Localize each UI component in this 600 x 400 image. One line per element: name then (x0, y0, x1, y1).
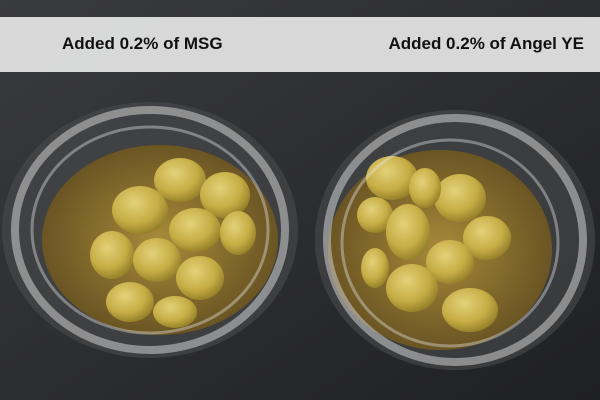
caption-msg: Added 0.2% of MSG (62, 34, 223, 53)
right-jar (315, 110, 595, 370)
caption-banner: Added 0.2% of MSG Added 0.2% of Angel YE (0, 17, 600, 72)
left-jar (2, 102, 298, 358)
olives-left (90, 158, 256, 328)
olives-right (357, 156, 511, 332)
caption-angel-ye: Added 0.2% of Angel YE (388, 34, 584, 53)
